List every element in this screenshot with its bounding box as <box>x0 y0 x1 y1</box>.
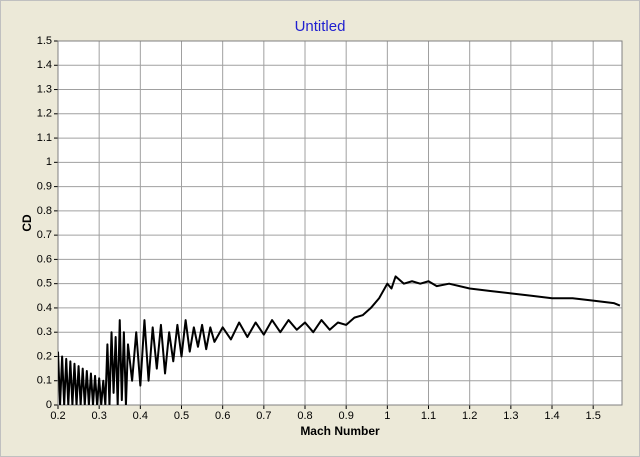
y-tick-label: 0.9 <box>37 181 52 193</box>
x-tick-label: 1.5 <box>586 410 601 422</box>
x-tick-label: 1.3 <box>503 410 518 422</box>
x-tick-label: 1.1 <box>421 410 436 422</box>
x-tick-label: 1 <box>384 410 390 422</box>
chart-title: Untitled <box>295 18 346 35</box>
x-tick-label: 0.4 <box>133 410 148 422</box>
y-tick-label: 0.2 <box>37 350 52 362</box>
y-axis-label: CD <box>20 214 34 232</box>
x-axis-label: Mach Number <box>300 424 380 438</box>
y-tick-label: 1.4 <box>37 59 52 71</box>
y-tick-label: 0.6 <box>37 253 52 265</box>
y-tick-label: 1.1 <box>37 132 52 144</box>
y-tick-label: 0.7 <box>37 229 52 241</box>
y-tick-label: 1 <box>46 156 52 168</box>
x-tick-label: 0.2 <box>50 410 65 422</box>
x-tick-label: 1.4 <box>544 410 559 422</box>
y-tick-label: 0.3 <box>37 326 52 338</box>
y-tick-label: 1.2 <box>37 108 52 120</box>
data-line <box>58 275 621 405</box>
y-tick-label: 0.8 <box>37 205 52 217</box>
x-tick-label: 0.9 <box>339 410 354 422</box>
y-tick-label: 1.3 <box>37 83 52 95</box>
y-tick-label: 0.5 <box>37 278 52 290</box>
y-tick-label: 1.5 <box>37 35 52 47</box>
x-tick-label: 0.8 <box>297 410 312 422</box>
y-tick-label: 0.4 <box>37 302 52 314</box>
plot-border <box>57 40 623 406</box>
x-tick-label: 1.2 <box>462 410 477 422</box>
y-tick-label: 0 <box>46 399 52 411</box>
x-tick-label: 0.6 <box>215 410 230 422</box>
y-tick-label: 0.1 <box>37 375 52 387</box>
x-tick-label: 0.7 <box>256 410 271 422</box>
x-tick-label: 0.5 <box>174 410 189 422</box>
x-tick-label: 0.3 <box>92 410 107 422</box>
